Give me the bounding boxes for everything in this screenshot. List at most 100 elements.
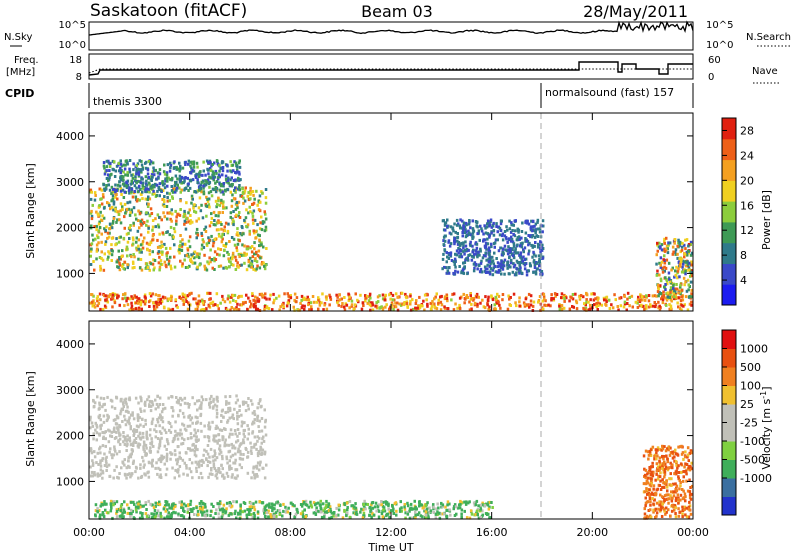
echo-cell xyxy=(205,214,208,218)
echo-cell xyxy=(122,440,125,444)
echo-cell xyxy=(386,512,390,516)
echo-cell xyxy=(463,231,466,235)
echo-cell xyxy=(169,161,172,165)
echo-cell xyxy=(464,228,467,232)
echo-cell xyxy=(332,514,335,518)
echo-cell xyxy=(158,502,162,506)
echo-cell xyxy=(117,240,121,244)
echo-cell xyxy=(120,407,124,411)
echo-cell xyxy=(153,259,157,262)
echo-cell xyxy=(514,301,517,305)
echo-cell xyxy=(90,470,94,474)
echo-cell xyxy=(623,302,627,306)
echo-cell xyxy=(487,501,490,505)
echo-cell xyxy=(244,253,247,257)
echo-cell xyxy=(425,298,428,302)
echo-cell xyxy=(683,492,687,496)
echo-cell xyxy=(174,453,177,457)
echo-cell xyxy=(97,463,100,466)
echo-cell xyxy=(282,305,285,309)
echo-cell xyxy=(155,177,159,181)
echo-cell xyxy=(453,240,457,244)
colorbar-swatch xyxy=(722,221,736,244)
echo-cell xyxy=(132,253,135,256)
echo-cell xyxy=(103,500,106,504)
echo-cell xyxy=(461,231,464,234)
echo-cell xyxy=(435,307,439,311)
echo-cell xyxy=(253,410,256,413)
echo-cell xyxy=(674,490,677,494)
echo-cell xyxy=(89,190,92,194)
echo-cell xyxy=(255,447,258,451)
echo-cell xyxy=(95,210,98,214)
echo-cell xyxy=(410,516,414,520)
echo-cell xyxy=(150,462,154,465)
echo-cell xyxy=(514,251,517,255)
echo-cell xyxy=(135,428,139,432)
echo-cell xyxy=(317,307,320,311)
echo-cell xyxy=(94,237,97,241)
echo-cell xyxy=(281,303,284,307)
echo-cell xyxy=(217,197,220,201)
echo-cell xyxy=(148,162,152,166)
echo-cell xyxy=(468,231,471,235)
echo-cell xyxy=(174,174,178,178)
echo-cell xyxy=(501,238,505,242)
echo-cell xyxy=(252,229,255,233)
echo-cell xyxy=(115,452,119,456)
echo-cell xyxy=(502,264,506,268)
echo-cell xyxy=(236,474,239,478)
echo-cell xyxy=(376,300,380,304)
echo-cell xyxy=(371,308,375,312)
echo-cell xyxy=(311,295,315,298)
echo-cell xyxy=(286,292,289,296)
echo-cell xyxy=(258,500,261,504)
echo-cell xyxy=(315,509,318,513)
echo-cell xyxy=(490,225,493,229)
echo-cell xyxy=(191,509,194,513)
echo-cell xyxy=(139,503,142,507)
echo-cell xyxy=(146,471,149,475)
echo-cell xyxy=(652,304,655,308)
echo-cell xyxy=(180,500,183,504)
echo-cell xyxy=(183,461,186,465)
echo-cell xyxy=(191,396,194,400)
echo-cell xyxy=(258,419,262,423)
echo-cell xyxy=(221,211,224,214)
echo-cell xyxy=(252,305,256,309)
echo-cell xyxy=(141,184,144,188)
echo-cell xyxy=(534,231,537,235)
echo-cell xyxy=(209,301,212,305)
echo-cell xyxy=(678,257,681,261)
echo-cell xyxy=(669,297,673,301)
echo-cell xyxy=(183,212,187,215)
echo-cell xyxy=(109,509,113,513)
echo-cell xyxy=(667,243,670,247)
echo-cell xyxy=(151,219,155,222)
echo-cell xyxy=(181,242,184,246)
echo-cell xyxy=(461,234,464,238)
echo-cell xyxy=(673,504,676,508)
echo-cell xyxy=(432,507,435,511)
echo-cell xyxy=(197,513,200,517)
echo-cell xyxy=(193,190,197,193)
echo-cell xyxy=(107,440,111,444)
echo-cell xyxy=(290,501,293,505)
echo-cell xyxy=(536,220,539,224)
echo-cell xyxy=(555,293,559,296)
echo-cell xyxy=(175,433,179,437)
echo-cell xyxy=(163,504,167,508)
echo-cell xyxy=(446,503,449,507)
echo-cell xyxy=(224,438,227,442)
echo-cell xyxy=(190,194,194,198)
echo-cell xyxy=(594,297,597,301)
echo-cell xyxy=(262,439,266,443)
echo-cell xyxy=(218,253,221,257)
echo-cell xyxy=(443,249,447,253)
echo-cell xyxy=(151,292,154,296)
echo-cell xyxy=(527,303,530,307)
echo-cell xyxy=(184,504,188,508)
echo-cell xyxy=(187,162,190,166)
echo-cell xyxy=(471,231,475,235)
echo-cell xyxy=(263,450,267,454)
